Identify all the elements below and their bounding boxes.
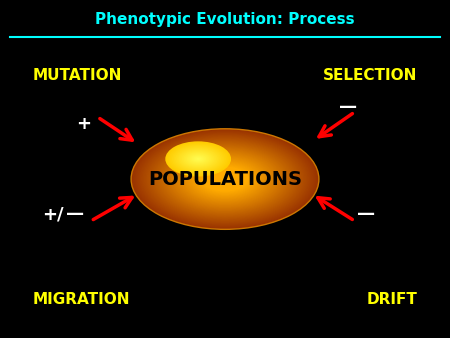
- Ellipse shape: [183, 157, 267, 201]
- Ellipse shape: [200, 166, 250, 192]
- Ellipse shape: [197, 158, 200, 160]
- Ellipse shape: [169, 143, 228, 175]
- Ellipse shape: [148, 138, 302, 220]
- Ellipse shape: [197, 164, 253, 194]
- Text: SELECTION: SELECTION: [323, 68, 417, 82]
- Ellipse shape: [170, 144, 226, 174]
- Ellipse shape: [193, 156, 203, 162]
- Ellipse shape: [171, 150, 279, 208]
- Ellipse shape: [141, 134, 309, 224]
- Ellipse shape: [165, 141, 231, 176]
- Ellipse shape: [138, 132, 312, 225]
- Text: POPULATIONS: POPULATIONS: [148, 170, 302, 189]
- Ellipse shape: [177, 147, 220, 170]
- Text: MIGRATION: MIGRATION: [33, 292, 130, 307]
- Ellipse shape: [179, 148, 218, 169]
- Ellipse shape: [144, 136, 306, 222]
- Ellipse shape: [135, 131, 315, 227]
- Ellipse shape: [168, 148, 282, 210]
- Ellipse shape: [159, 144, 291, 214]
- Text: DRIFT: DRIFT: [366, 292, 417, 307]
- Ellipse shape: [157, 142, 293, 216]
- Ellipse shape: [179, 154, 271, 204]
- Ellipse shape: [196, 164, 254, 195]
- Ellipse shape: [173, 151, 277, 207]
- Ellipse shape: [180, 149, 216, 169]
- Ellipse shape: [155, 142, 295, 217]
- Ellipse shape: [174, 146, 223, 172]
- Ellipse shape: [151, 139, 299, 219]
- Ellipse shape: [158, 143, 292, 215]
- Ellipse shape: [166, 148, 284, 211]
- Ellipse shape: [140, 133, 310, 225]
- Ellipse shape: [152, 140, 298, 218]
- Ellipse shape: [194, 163, 256, 195]
- Ellipse shape: [175, 147, 221, 171]
- Ellipse shape: [161, 145, 289, 214]
- Ellipse shape: [192, 155, 205, 163]
- Ellipse shape: [192, 161, 258, 197]
- Ellipse shape: [184, 158, 266, 201]
- Text: +/: +/: [42, 205, 63, 223]
- Ellipse shape: [145, 136, 305, 222]
- Ellipse shape: [134, 130, 316, 228]
- Ellipse shape: [190, 161, 260, 198]
- Ellipse shape: [147, 137, 303, 221]
- Ellipse shape: [187, 153, 210, 165]
- Text: —: —: [357, 205, 375, 223]
- Text: +: +: [76, 115, 92, 133]
- Ellipse shape: [137, 132, 313, 226]
- Ellipse shape: [180, 155, 270, 203]
- Ellipse shape: [142, 135, 308, 223]
- Ellipse shape: [169, 149, 281, 209]
- Ellipse shape: [199, 165, 251, 193]
- Ellipse shape: [172, 151, 278, 208]
- Ellipse shape: [167, 142, 230, 176]
- Ellipse shape: [132, 129, 318, 228]
- Ellipse shape: [182, 156, 268, 202]
- Text: —: —: [339, 98, 357, 116]
- Ellipse shape: [188, 154, 208, 164]
- Ellipse shape: [189, 160, 261, 198]
- Ellipse shape: [202, 167, 248, 192]
- Ellipse shape: [172, 145, 225, 173]
- Ellipse shape: [193, 162, 257, 196]
- Ellipse shape: [186, 158, 264, 200]
- Ellipse shape: [183, 151, 213, 167]
- Ellipse shape: [175, 152, 275, 206]
- Ellipse shape: [178, 154, 272, 204]
- Ellipse shape: [182, 150, 215, 168]
- Text: Phenotypic Evolution: Process: Phenotypic Evolution: Process: [95, 12, 355, 27]
- Ellipse shape: [185, 152, 212, 166]
- Text: —: —: [66, 205, 84, 223]
- Ellipse shape: [176, 153, 274, 205]
- Ellipse shape: [162, 145, 288, 213]
- Ellipse shape: [165, 147, 285, 211]
- Ellipse shape: [131, 129, 319, 230]
- Ellipse shape: [190, 154, 207, 163]
- Ellipse shape: [195, 157, 202, 161]
- Text: MUTATION: MUTATION: [33, 68, 122, 82]
- Ellipse shape: [153, 141, 297, 217]
- Ellipse shape: [163, 146, 287, 212]
- Ellipse shape: [149, 139, 301, 220]
- Ellipse shape: [188, 159, 262, 199]
